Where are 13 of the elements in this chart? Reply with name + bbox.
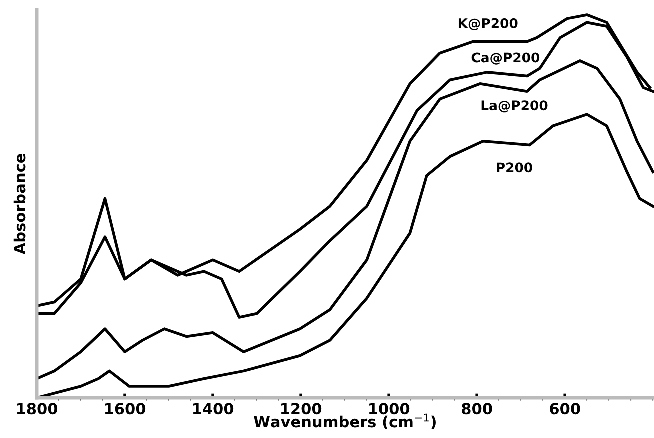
x-tick-label: 1800 [17,403,58,415]
series-label: K@P200 [458,18,518,30]
y-axis-title: Absorbance [14,154,26,255]
x-tick-label: 800 [462,403,492,415]
x-tick-label: 1000 [370,403,410,415]
x-tick-label: 1200 [282,403,322,415]
series-label: La@P200 [482,100,548,113]
x-tick-label: 1400 [194,403,234,415]
series-label: Ca@P200 [472,52,540,65]
x-tick-label: 600 [550,403,580,415]
series-label: P200 [497,162,532,173]
x-axis-title: Wavenumbers (cm$^{−1}$) [254,414,436,430]
x-tick-label: 1600 [105,403,146,415]
